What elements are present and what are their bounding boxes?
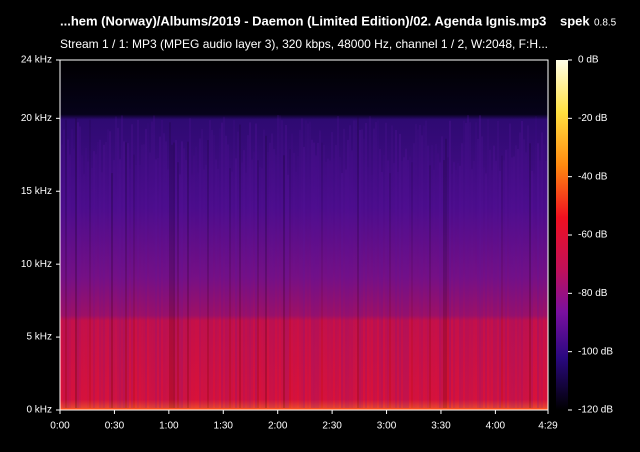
color-tick-label: -100 dB [578,346,613,357]
app-name: spek [560,13,590,28]
app-version: 0.8.5 [594,18,617,29]
x-tick-label: 1:00 [159,421,179,432]
y-tick-label: 15 kHz [21,186,52,197]
x-tick-label: 3:30 [431,421,451,432]
color-tick-label: -20 dB [578,113,608,124]
x-tick-label: 4:00 [486,421,506,432]
y-tick-label: 5 kHz [26,332,52,343]
x-tick-label: 0:00 [50,421,70,432]
file-title: ...hem (Norway)/Albums/2019 - Daemon (Li… [60,13,546,28]
color-tick-label: -60 dB [578,230,608,241]
color-tick-label: -120 dB [578,405,613,416]
spectrogram [60,60,548,410]
color-scale [556,60,568,410]
plot-frame [59,59,549,411]
x-tick-label: 2:00 [268,421,288,432]
x-tick-label: 0:30 [105,421,125,432]
y-tick-label: 10 kHz [21,259,52,270]
x-tick-label: 3:00 [377,421,397,432]
y-tick-label: 24 kHz [21,55,52,66]
x-tick-label: 4:29 [538,421,558,432]
y-tick-label: 0 kHz [26,405,52,416]
x-tick-label: 2:30 [322,421,342,432]
stream-info: Stream 1 / 1: MP3 (MPEG audio layer 3), … [60,37,548,51]
color-tick-label: 0 dB [578,55,599,66]
color-tick-label: -40 dB [578,171,608,182]
color-tick-label: -80 dB [578,288,608,299]
x-tick-label: 1:30 [214,421,234,432]
spectrogram-texture [61,115,547,408]
y-tick-label: 20 kHz [21,113,52,124]
